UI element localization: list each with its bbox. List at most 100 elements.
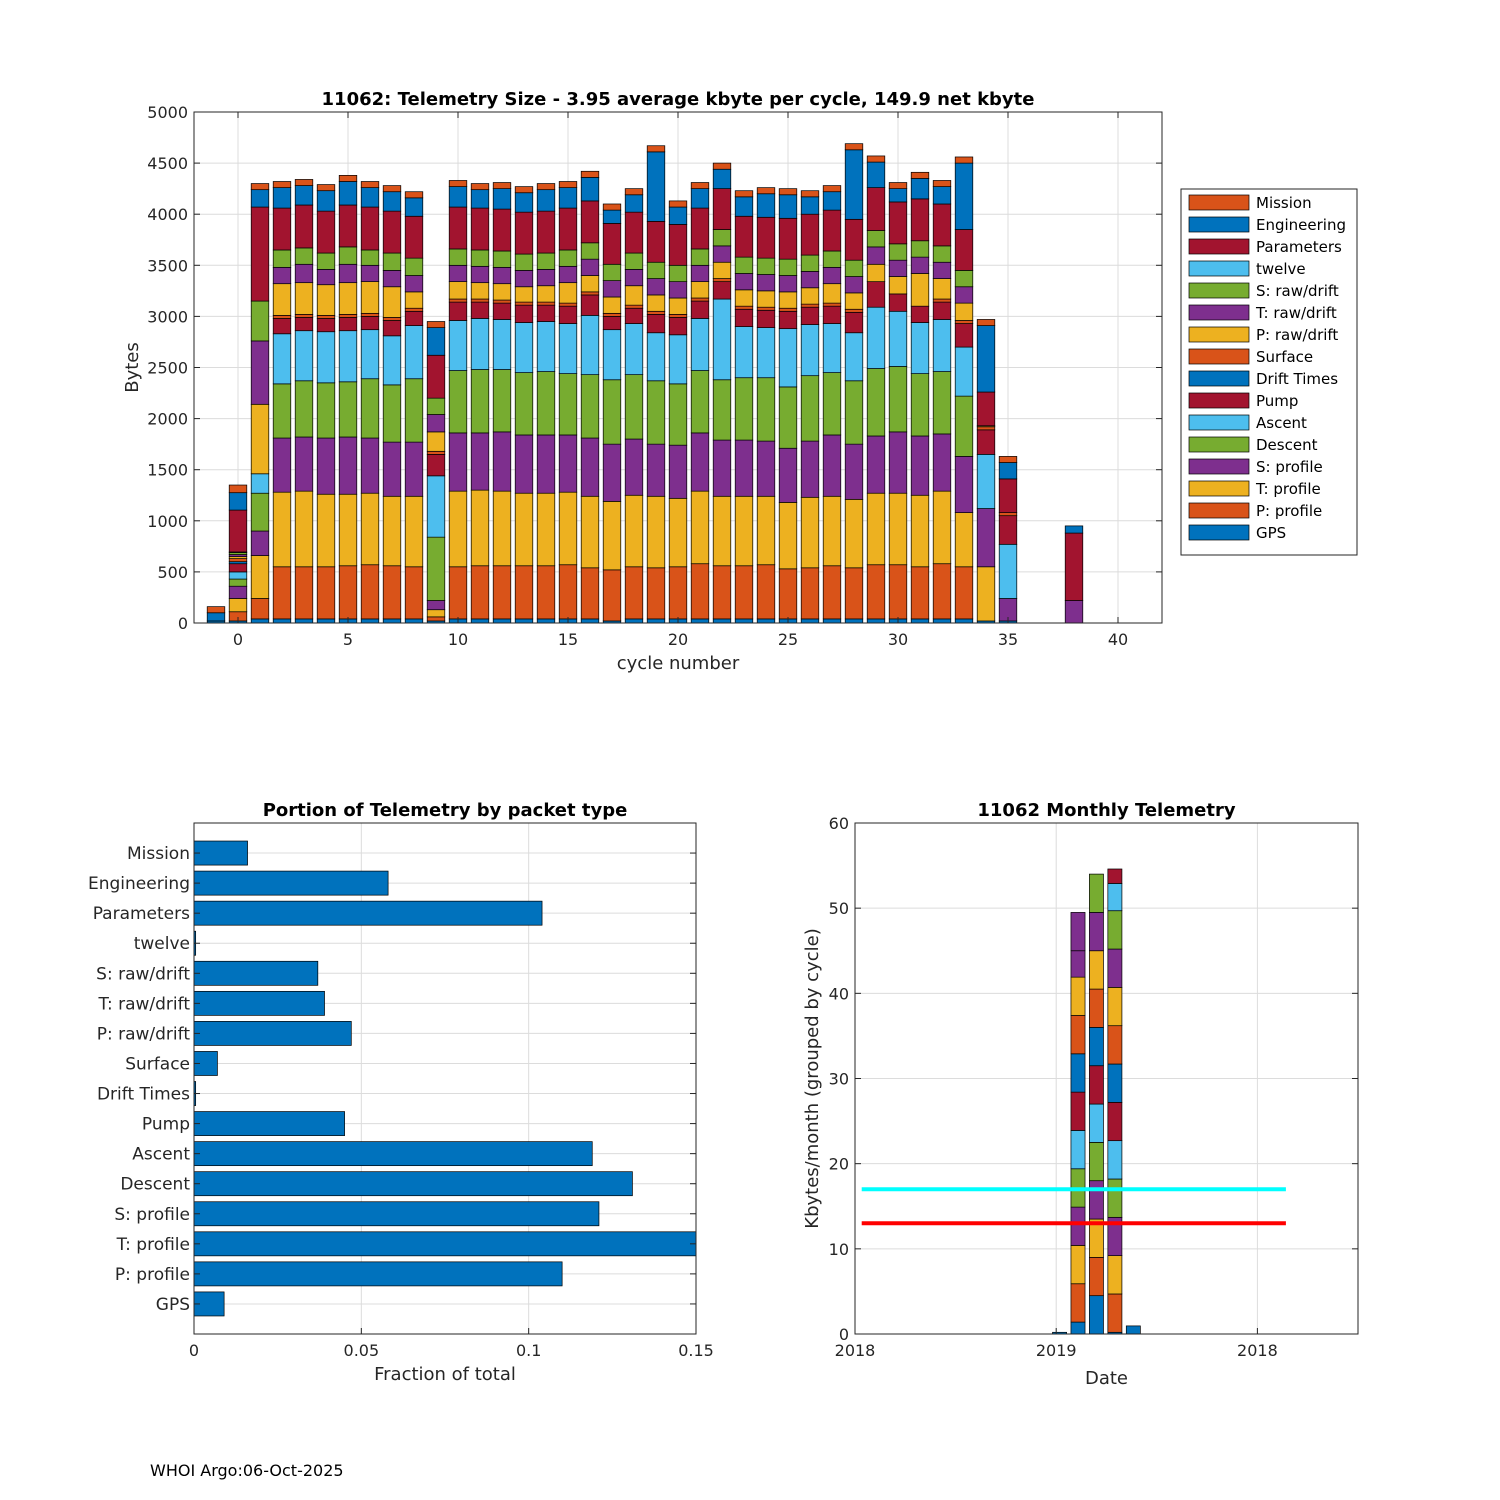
bar-segment-descent xyxy=(580,374,600,439)
bar-segment-p-profile xyxy=(294,566,314,620)
bar-segment-engineering xyxy=(690,188,710,209)
bar-segment-ascent xyxy=(448,320,468,371)
bar-segment-surface xyxy=(360,312,380,317)
bar-segment-engineering xyxy=(954,162,974,230)
bar-segment-t-profile xyxy=(250,555,270,599)
bar-segment-ascent xyxy=(294,330,314,382)
monthly-bar-segment xyxy=(1107,1178,1123,1218)
category-label-ascent: Ascent xyxy=(132,1145,190,1165)
bar-segment-gps xyxy=(470,618,490,624)
bar-segment-surface xyxy=(316,315,336,319)
bar-segment-gps xyxy=(294,618,314,624)
bar-segment-gps xyxy=(404,618,424,624)
bar-segment-mission xyxy=(932,180,952,187)
bar-segment-parameters xyxy=(888,201,908,245)
bar-segment-t-profile xyxy=(228,598,248,613)
bar-segment-mission xyxy=(888,182,908,190)
bar-segment-t-raw-drift xyxy=(426,414,446,433)
bar-segment-t-raw-drift xyxy=(404,275,424,293)
bar-segment-s-raw-drift xyxy=(602,263,622,281)
monthly-bar-segment xyxy=(1070,1091,1086,1131)
bar-segment-t-profile xyxy=(646,495,666,569)
bar-s-profile xyxy=(193,1201,600,1227)
bar-segment-s-profile xyxy=(954,456,974,513)
bar-segment-p-profile xyxy=(910,566,930,620)
bar-segment-t-raw-drift xyxy=(756,274,776,292)
bar-segment-engineering xyxy=(250,189,270,208)
bar-segment-t-raw-drift xyxy=(492,266,512,285)
bar-p-profile xyxy=(193,1261,563,1287)
bar-segment-t-raw-drift xyxy=(778,275,798,293)
bar-segment-mission xyxy=(844,143,864,151)
bar-segment-parameters xyxy=(536,210,556,254)
legend-entry-surface: Surface xyxy=(1256,348,1313,366)
bar-segment-parameters xyxy=(624,211,644,254)
bar-segment-parameters xyxy=(294,204,314,249)
bar-segment-ascent xyxy=(910,322,930,374)
bar-segment-p-profile xyxy=(558,564,578,620)
bar-segment-descent xyxy=(360,378,380,439)
legend-entry-t-profile: T: profile xyxy=(1255,480,1321,498)
bar-segment-s-raw-drift xyxy=(360,249,380,266)
monthly-bar-segment xyxy=(1107,910,1123,950)
x-tick-label: 0.1 xyxy=(516,1341,541,1360)
bar-segment-s-raw-drift xyxy=(668,264,688,283)
bar-segment-mission xyxy=(866,155,886,163)
bar-segment-parameters xyxy=(470,207,490,251)
bar-segment-parameters xyxy=(712,188,732,230)
bar-segment-surface xyxy=(492,299,512,304)
bar-segment-engineering xyxy=(866,161,886,188)
bar-segment-engineering xyxy=(888,188,908,203)
bar-segment-gps xyxy=(316,618,336,624)
legend-swatch-p-profile xyxy=(1188,502,1250,519)
y-tick-label: 3000 xyxy=(147,307,188,326)
category-label-s-profile: S: profile xyxy=(114,1205,190,1225)
monthly-bar-segment xyxy=(1089,1256,1104,1297)
bar-segment-s-profile xyxy=(536,434,556,494)
bar-segment-pump xyxy=(624,307,644,324)
bar-segment-surface xyxy=(690,297,710,302)
bar-segment-p-raw-drift xyxy=(294,282,314,315)
bar-pump xyxy=(193,1111,345,1136)
portion-by-packet-axes-box xyxy=(193,822,697,1335)
bar-segment-p-raw-drift xyxy=(932,278,952,300)
legend-swatch-p-raw-drift xyxy=(1188,326,1250,343)
category-label-p-raw-drift: P: raw/drift xyxy=(97,1024,191,1044)
bar-segment-ascent xyxy=(976,454,996,509)
bar-segment-p-raw-drift xyxy=(514,286,534,303)
bar-segment-t-profile xyxy=(448,490,468,568)
category-label-mission: Mission xyxy=(127,844,190,864)
category-label-gps: GPS xyxy=(156,1295,190,1315)
bar-segment-gps xyxy=(954,618,974,624)
bar-segment-pump xyxy=(558,305,578,324)
bar-segment-p-profile xyxy=(382,565,402,620)
bar-segment-t-profile xyxy=(778,502,798,570)
bar-segment-t-raw-drift xyxy=(800,271,820,289)
bar-segment-mission xyxy=(294,179,314,186)
monthly-telemetry-bars xyxy=(1052,868,1141,1335)
bar-segment-mission xyxy=(206,606,226,614)
bar-segment-ascent xyxy=(800,324,820,377)
legend-swatch-pump xyxy=(1188,392,1250,409)
x-tick-label: 2018 xyxy=(835,1341,876,1360)
bar-segment-p-raw-drift xyxy=(800,287,820,305)
monthly-bar-segment xyxy=(1107,1025,1123,1065)
bar-segment-surface xyxy=(624,304,644,309)
bar-segment-parameters xyxy=(932,203,952,247)
bar-segment-p-raw-drift xyxy=(646,294,666,312)
bar-segment-gps xyxy=(822,618,842,624)
legend-swatch-twelve xyxy=(1188,260,1250,277)
monthly-bar-segment xyxy=(1070,1245,1086,1285)
bar-segment-pump xyxy=(954,323,974,348)
y-tick-label: 0 xyxy=(839,1325,849,1344)
bar-segment-pump xyxy=(492,302,512,320)
bar-segment-parameters xyxy=(800,213,820,256)
bar-segment-t-profile xyxy=(492,490,512,567)
monthly-bar-segment xyxy=(1070,1283,1086,1323)
bar-segment-surface xyxy=(646,310,666,315)
monthly-bar-segment xyxy=(1107,868,1123,884)
bar-segment-p-profile xyxy=(272,566,292,620)
monthly-telemetry-title: 11062 Monthly Telemetry xyxy=(977,800,1235,821)
telemetry-size-legend: Mission Engineering Parameters twelve S: raw… xyxy=(1180,188,1358,556)
category-label-drift-times: Drift Times xyxy=(97,1085,190,1105)
